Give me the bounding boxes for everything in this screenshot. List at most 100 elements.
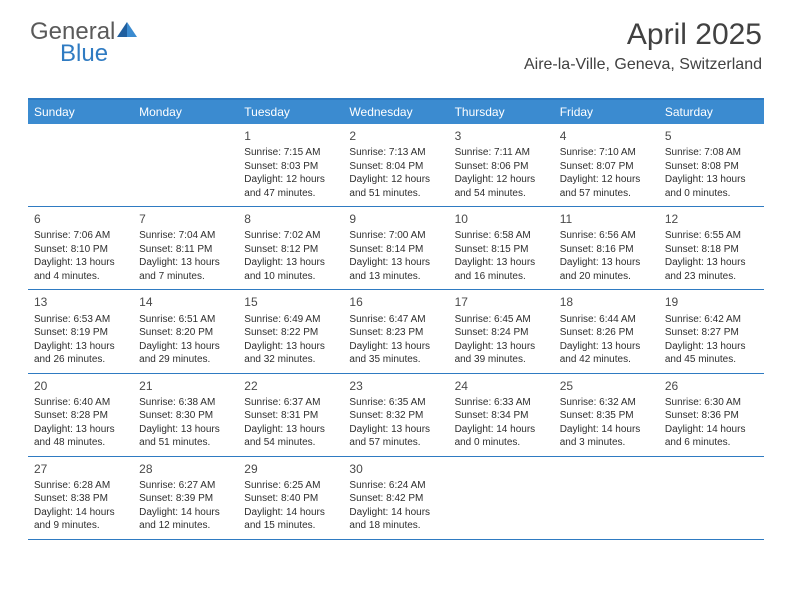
day-header-cell: Monday: [133, 100, 238, 124]
empty-cell: [28, 124, 133, 206]
day-info-line: Sunset: 8:11 PM: [139, 243, 232, 257]
day-cell: 1Sunrise: 7:15 AMSunset: 8:03 PMDaylight…: [238, 124, 343, 206]
day-info-line: Sunset: 8:10 PM: [34, 243, 127, 257]
day-number: 11: [560, 211, 653, 227]
day-info-line: and 35 minutes.: [349, 353, 442, 367]
day-number: 9: [349, 211, 442, 227]
day-cell: 28Sunrise: 6:27 AMSunset: 8:39 PMDayligh…: [133, 457, 238, 539]
day-header-cell: Sunday: [28, 100, 133, 124]
day-info-line: and 20 minutes.: [560, 270, 653, 284]
day-info-line: and 26 minutes.: [34, 353, 127, 367]
day-number: 24: [455, 378, 548, 394]
day-info-line: and 54 minutes.: [244, 436, 337, 450]
day-info-line: Daylight: 13 hours: [34, 256, 127, 270]
day-cell: 21Sunrise: 6:38 AMSunset: 8:30 PMDayligh…: [133, 374, 238, 456]
day-cell: 23Sunrise: 6:35 AMSunset: 8:32 PMDayligh…: [343, 374, 448, 456]
day-number: 19: [665, 294, 758, 310]
day-cell: 6Sunrise: 7:06 AMSunset: 8:10 PMDaylight…: [28, 207, 133, 289]
day-info-line: Sunset: 8:26 PM: [560, 326, 653, 340]
week-row: 13Sunrise: 6:53 AMSunset: 8:19 PMDayligh…: [28, 290, 764, 373]
day-cell: 11Sunrise: 6:56 AMSunset: 8:16 PMDayligh…: [554, 207, 659, 289]
day-info-line: Sunrise: 6:27 AM: [139, 479, 232, 493]
day-info-line: Sunset: 8:27 PM: [665, 326, 758, 340]
day-header-cell: Wednesday: [343, 100, 448, 124]
day-number: 12: [665, 211, 758, 227]
day-info-line: Daylight: 14 hours: [665, 423, 758, 437]
day-info-line: Sunrise: 7:00 AM: [349, 229, 442, 243]
day-cell: 14Sunrise: 6:51 AMSunset: 8:20 PMDayligh…: [133, 290, 238, 372]
title-block: April 2025 Aire-la-Ville, Geneva, Switze…: [524, 18, 762, 74]
empty-cell: [133, 124, 238, 206]
day-info-line: Sunset: 8:20 PM: [139, 326, 232, 340]
day-header-cell: Thursday: [449, 100, 554, 124]
empty-cell: [449, 457, 554, 539]
day-info-line: Sunrise: 6:58 AM: [455, 229, 548, 243]
day-info-line: Daylight: 13 hours: [244, 340, 337, 354]
day-info-line: Sunset: 8:28 PM: [34, 409, 127, 423]
day-info-line: Sunrise: 7:08 AM: [665, 146, 758, 160]
day-info-line: and 9 minutes.: [34, 519, 127, 533]
day-info-line: and 4 minutes.: [34, 270, 127, 284]
day-info-line: Daylight: 12 hours: [244, 173, 337, 187]
day-number: 5: [665, 128, 758, 144]
day-number: 13: [34, 294, 127, 310]
day-info-line: Daylight: 14 hours: [349, 506, 442, 520]
day-info-line: Daylight: 13 hours: [244, 423, 337, 437]
week-row: 1Sunrise: 7:15 AMSunset: 8:03 PMDaylight…: [28, 124, 764, 207]
day-info-line: Sunrise: 7:11 AM: [455, 146, 548, 160]
day-number: 6: [34, 211, 127, 227]
day-info-line: Daylight: 13 hours: [349, 340, 442, 354]
day-cell: 20Sunrise: 6:40 AMSunset: 8:28 PMDayligh…: [28, 374, 133, 456]
day-number: 21: [139, 378, 232, 394]
day-info-line: Daylight: 13 hours: [34, 423, 127, 437]
day-info-line: and 48 minutes.: [34, 436, 127, 450]
day-info-line: Sunset: 8:34 PM: [455, 409, 548, 423]
day-number: 3: [455, 128, 548, 144]
day-info-line: Sunrise: 6:55 AM: [665, 229, 758, 243]
day-info-line: Sunrise: 6:24 AM: [349, 479, 442, 493]
day-info-line: Sunrise: 6:25 AM: [244, 479, 337, 493]
day-info-line: Daylight: 13 hours: [665, 256, 758, 270]
day-info-line: Daylight: 13 hours: [34, 340, 127, 354]
day-cell: 3Sunrise: 7:11 AMSunset: 8:06 PMDaylight…: [449, 124, 554, 206]
day-info-line: and 57 minutes.: [349, 436, 442, 450]
day-cell: 13Sunrise: 6:53 AMSunset: 8:19 PMDayligh…: [28, 290, 133, 372]
day-info-line: Sunset: 8:24 PM: [455, 326, 548, 340]
day-info-line: and 57 minutes.: [560, 187, 653, 201]
logo-text-2: Blue: [60, 40, 108, 68]
day-info-line: Sunrise: 6:44 AM: [560, 313, 653, 327]
day-info-line: Sunset: 8:12 PM: [244, 243, 337, 257]
day-info-line: Daylight: 13 hours: [139, 256, 232, 270]
day-info-line: Daylight: 14 hours: [455, 423, 548, 437]
day-info-line: Sunrise: 6:42 AM: [665, 313, 758, 327]
day-number: 29: [244, 461, 337, 477]
day-info-line: and 32 minutes.: [244, 353, 337, 367]
day-number: 2: [349, 128, 442, 144]
day-info-line: Sunrise: 6:51 AM: [139, 313, 232, 327]
day-info-line: Sunrise: 6:49 AM: [244, 313, 337, 327]
day-info-line: and 12 minutes.: [139, 519, 232, 533]
day-number: 14: [139, 294, 232, 310]
day-number: 7: [139, 211, 232, 227]
day-info-line: Sunrise: 6:40 AM: [34, 396, 127, 410]
day-cell: 16Sunrise: 6:47 AMSunset: 8:23 PMDayligh…: [343, 290, 448, 372]
day-info-line: and 39 minutes.: [455, 353, 548, 367]
day-cell: 26Sunrise: 6:30 AMSunset: 8:36 PMDayligh…: [659, 374, 764, 456]
day-info-line: Sunset: 8:35 PM: [560, 409, 653, 423]
day-info-line: and 10 minutes.: [244, 270, 337, 284]
day-number: 26: [665, 378, 758, 394]
day-info-line: Sunrise: 7:15 AM: [244, 146, 337, 160]
day-info-line: Sunrise: 7:13 AM: [349, 146, 442, 160]
day-info-line: Daylight: 14 hours: [139, 506, 232, 520]
day-info-line: Daylight: 13 hours: [665, 340, 758, 354]
day-info-line: Sunrise: 6:35 AM: [349, 396, 442, 410]
location-text: Aire-la-Ville, Geneva, Switzerland: [524, 56, 762, 74]
day-info-line: Sunset: 8:31 PM: [244, 409, 337, 423]
day-cell: 18Sunrise: 6:44 AMSunset: 8:26 PMDayligh…: [554, 290, 659, 372]
day-info-line: Sunset: 8:32 PM: [349, 409, 442, 423]
day-number: 15: [244, 294, 337, 310]
day-number: 23: [349, 378, 442, 394]
day-number: 4: [560, 128, 653, 144]
day-info-line: and 3 minutes.: [560, 436, 653, 450]
day-info-line: Daylight: 13 hours: [665, 173, 758, 187]
